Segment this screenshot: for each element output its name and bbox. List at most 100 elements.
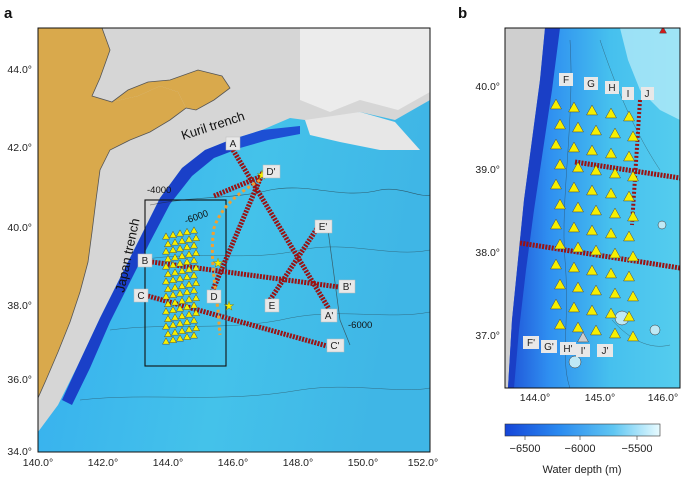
station-marker [183,287,191,295]
station-marker [183,257,191,265]
station-marker [171,268,179,276]
profile-line-top [213,173,263,199]
station-marker [609,127,621,139]
panel-b-lat-ticks: 40.0° 39.0° 38.0° 37.0° [475,81,500,342]
station-marker [605,267,617,279]
station-marker [178,266,186,274]
land-japan [38,28,186,398]
station-marker [605,227,617,239]
station-marker [605,107,617,119]
profile-lines-b [519,99,680,271]
contour-line [149,187,430,206]
station-marker [550,138,562,150]
svg-text:A': A' [325,311,334,322]
colorbar-title: Water depth (m) [542,464,621,476]
profile-label-D: D [206,289,222,304]
station-marker [178,311,186,319]
station-marker [590,324,602,336]
station-marker [190,316,198,324]
station-marker [190,301,198,309]
svg-text:A: A [230,139,237,150]
profile-line-north [574,159,680,181]
station-marker [554,238,566,250]
station-marker [190,241,198,249]
station-marker [572,161,584,173]
svg-text:44.0°: 44.0° [7,64,32,76]
station-marker [568,261,580,273]
svg-text:D': D' [266,167,275,178]
station-marker [190,286,198,294]
station-marker [590,204,602,216]
svg-text:E: E [269,301,276,312]
station-marker [568,181,580,193]
station-marker [623,310,635,322]
station-marker [623,190,635,202]
contour-label: -6000 [348,320,372,331]
panel-b-lon-ticks: 144.0° 145.0° 146.0° [520,392,678,404]
station-marker [192,278,200,286]
station-marker [176,244,184,252]
profile-line-CC [147,293,328,349]
station-marker [627,170,639,182]
svg-text:C: C [137,291,144,302]
svg-text:I: I [627,89,630,100]
station-marker [590,164,602,176]
station-marker [586,104,598,116]
profile-label-E-prime: E' [314,219,333,234]
svg-text:150.0°: 150.0° [348,457,378,469]
station-marker [568,101,580,113]
station-marker [176,289,184,297]
station-marker [609,167,621,179]
station-marker [568,221,580,233]
station-marker [605,147,617,159]
svg-text:40.0°: 40.0° [475,81,500,93]
land-hokkaido [112,70,230,110]
station-marker [162,337,170,345]
station-marker [623,230,635,242]
station-marker [586,304,598,316]
profile-label-C-prime: C' [326,338,345,353]
svg-text:146.0°: 146.0° [648,392,678,404]
svg-text:J: J [645,89,650,100]
station-label-H-prime: H' [560,342,576,355]
svg-text:B: B [142,256,149,267]
station-marker [190,331,198,339]
station-marker [572,281,584,293]
station-marker [162,277,170,285]
station-marker [605,307,617,319]
station-marker [164,299,172,307]
station-marker [627,210,639,222]
station-label-G-prime: G' [541,340,557,353]
station-marker [623,150,635,162]
profile-line-west-east [519,240,680,271]
svg-text:144.0°: 144.0° [153,457,183,469]
svg-text:36.0°: 36.0° [7,374,32,386]
station-marker [183,317,191,325]
svg-text:H': H' [563,344,572,355]
station-marker [586,264,598,276]
station-marker [185,295,193,303]
station-marker [572,321,584,333]
profile-label-B: B [137,253,153,268]
profile-line-DD [209,171,266,293]
station-marker [169,290,177,298]
station-marker [178,296,186,304]
svg-text:C': C' [330,341,339,352]
seamount [649,324,661,336]
station-marker [176,319,184,327]
station-marker [550,98,562,110]
svg-text:140.0°: 140.0° [23,457,53,469]
station-marker [164,254,172,262]
station-marker [183,332,191,340]
contour-line [109,311,430,331]
station-marker [162,322,170,330]
station-marker [164,239,172,247]
contour-line [79,386,430,401]
station-marker [171,328,179,336]
station-label-I: I [622,87,634,100]
epicenter-star: ★ [257,168,268,182]
profile-label-B-prime: B' [338,279,356,294]
station-marker [162,247,170,255]
station-marker [586,184,598,196]
svg-text:F: F [563,75,569,86]
